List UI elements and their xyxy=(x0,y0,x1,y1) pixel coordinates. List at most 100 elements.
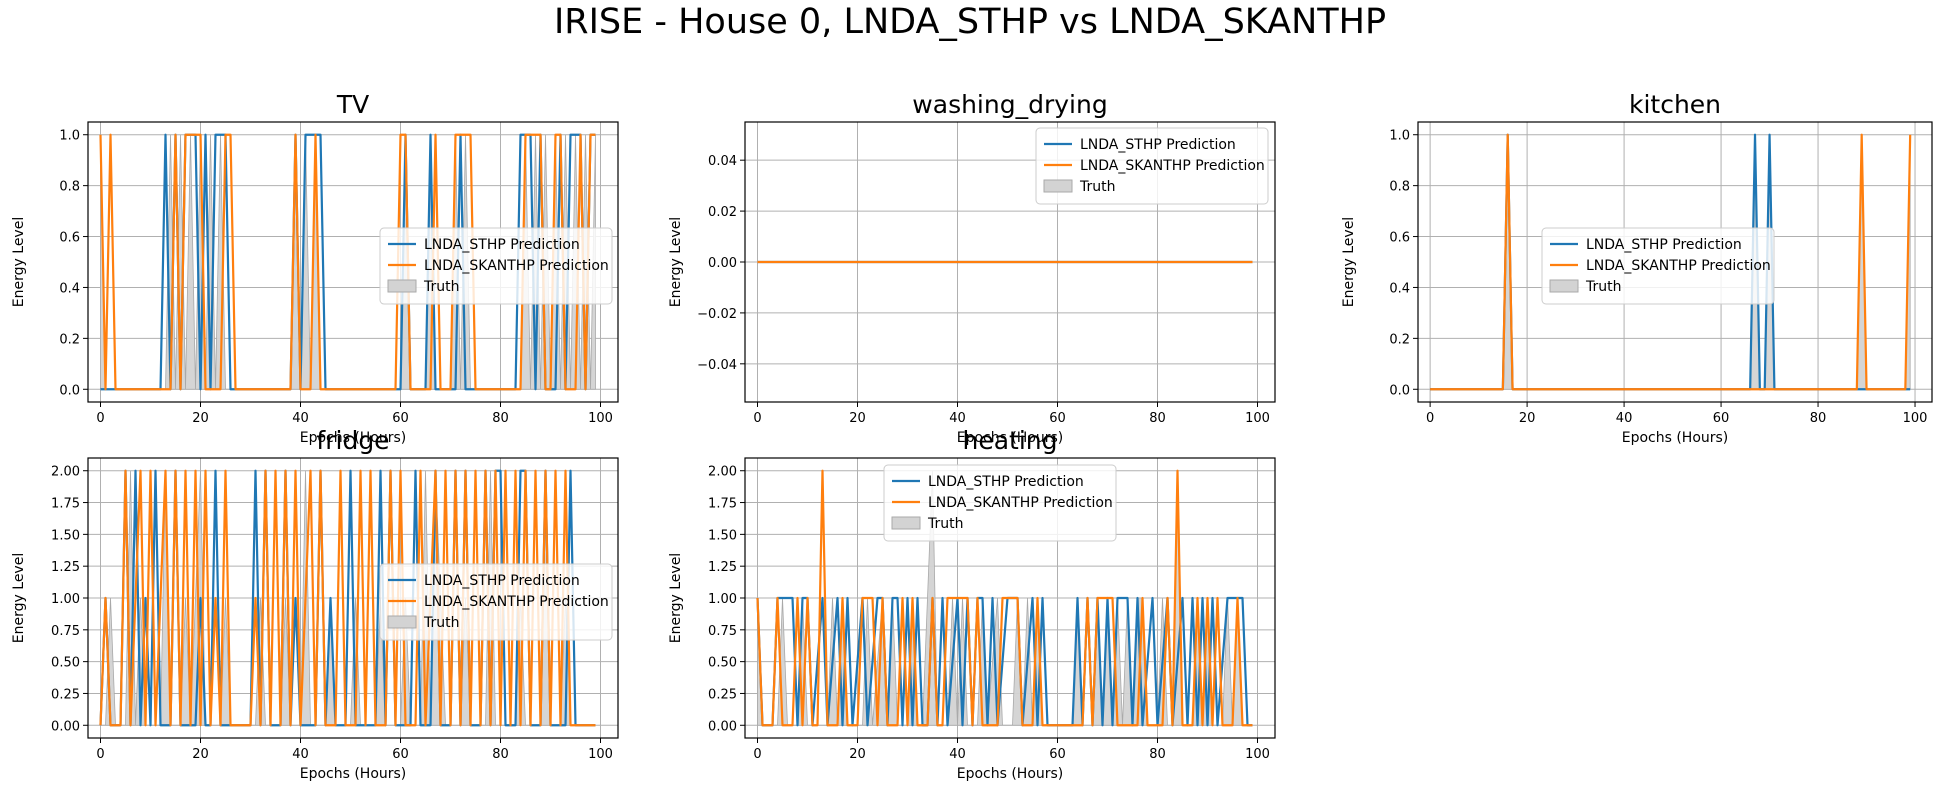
chart-2-title: washing_drying xyxy=(912,90,1107,119)
chart-3-skanthp-line xyxy=(1430,133,1912,391)
chart-3-x-tick-label: 80 xyxy=(1810,411,1827,426)
chart-2-axes: 0 20 40 60 80 100 −0.04 −0.02 0.00 0.02 0.04 Epochs… xyxy=(668,90,1276,446)
chart-3-x-tick-label: 0 xyxy=(1426,411,1434,426)
chart-4-y-tick-label: 2.00 xyxy=(51,465,80,480)
chart-5-x-tick-label: 0 xyxy=(753,747,761,762)
chart-4-x-tick-label: 100 xyxy=(588,747,613,762)
chart-2-legend: LNDA_STHP Prediction LNDA_SKANTHP Predict… xyxy=(1035,127,1269,205)
chart-5-x-tick-label: 60 xyxy=(1049,747,1066,762)
chart-1-legend: LNDA_STHP Prediction LNDA_SKANTHP Predict… xyxy=(379,227,613,305)
chart-3-legend-label: LNDA_SKANTHP Prediction xyxy=(1586,258,1771,274)
chart-3-y-axis-label: Energy Level xyxy=(1341,217,1357,307)
chart-5-x-tick-label: 80 xyxy=(1149,747,1166,762)
chart-5-axes: 0 20 40 60 80 100 0.00 0.25 0.50 0.75 1.00 1.25 1.50… xyxy=(668,426,1276,782)
chart-3-y-tick-label: 0.4 xyxy=(1389,281,1410,296)
chart-4-y-tick-label: 0.25 xyxy=(51,687,80,702)
chart-1-y-tick-label: 0.6 xyxy=(59,231,80,246)
chart-1-legend-label: Truth xyxy=(423,279,460,295)
chart-3-legend-box xyxy=(1541,227,1775,305)
chart-1-x-tick-label: 20 xyxy=(192,411,209,426)
chart-4-x-tick-label: 40 xyxy=(292,747,309,762)
chart-2-x-axis-label: Epochs (Hours) xyxy=(957,430,1064,446)
chart-1-frame xyxy=(87,121,619,403)
chart-4-x-tick-label: 20 xyxy=(192,747,209,762)
chart-5-x-tick-label: 40 xyxy=(949,747,966,762)
chart-4-x-tick-label: 80 xyxy=(492,747,509,762)
chart-4-skanthp-line xyxy=(99,469,596,727)
chart-3-legend: LNDA_STHP Prediction LNDA_SKANTHP Predict… xyxy=(1541,227,1775,305)
chart-4-x-tick-label: 60 xyxy=(392,747,409,762)
chart-4-legend-label: LNDA_SKANTHP Prediction xyxy=(424,594,609,610)
chart-1-y-tick-label: 0.0 xyxy=(59,383,80,398)
chart-1-title: TV xyxy=(336,90,369,119)
chart-2-legend-label: LNDA_SKANTHP Prediction xyxy=(1080,158,1265,174)
chart-2-x-tick-label: 60 xyxy=(1049,411,1066,426)
chart-5-legend-label: LNDA_STHP Prediction xyxy=(928,474,1084,490)
chart-2-legend-label: LNDA_STHP Prediction xyxy=(1080,137,1236,153)
chart-2-y-tick-label: 0.04 xyxy=(708,154,737,169)
chart-3-y-tick-label: 0.6 xyxy=(1389,231,1410,246)
chart-3-y-tick-label: 0.8 xyxy=(1389,180,1410,195)
chart-5-legend: LNDA_STHP Prediction LNDA_SKANTHP Predict… xyxy=(883,464,1117,542)
chart-2-y-tick-label: −0.02 xyxy=(697,307,737,322)
chart-5-legend-label: LNDA_SKANTHP Prediction xyxy=(928,495,1113,511)
chart-1-legend-label: LNDA_STHP Prediction xyxy=(424,237,580,253)
chart-5-y-tick-label: 1.75 xyxy=(708,497,737,512)
chart-2-x-tick-label: 0 xyxy=(753,411,761,426)
chart-4-legend-label: Truth xyxy=(423,615,460,631)
chart-1-x-tick-label: 100 xyxy=(588,411,613,426)
chart-1-legend-box xyxy=(379,227,613,305)
chart-4-legend-label: LNDA_STHP Prediction xyxy=(424,573,580,589)
chart-1-axes: 0 20 40 60 80 100 0.0 0.2 0.4 0.6 0.8 1.0 Epochs (Ho… xyxy=(11,90,619,446)
chart-1-x-axis-label: Epochs (Hours) xyxy=(300,430,407,446)
chart-3-x-tick-label: 100 xyxy=(1903,411,1928,426)
chart-4-y-axis-label: Energy Level xyxy=(11,553,27,643)
chart-1-x-tick-label: 0 xyxy=(96,411,104,426)
chart-4-legend-box xyxy=(379,563,613,641)
chart-1-legend-truth-swatch xyxy=(387,279,417,293)
chart-5-legend-box xyxy=(883,464,1117,542)
chart-2-y-tick-label: 0.02 xyxy=(708,205,737,220)
chart-5-title: heating xyxy=(962,426,1057,455)
chart-3-y-tick-label: 0.0 xyxy=(1389,383,1410,398)
chart-5-y-tick-label: 0.25 xyxy=(708,687,737,702)
chart-4-axes: 0 20 40 60 80 100 0.00 0.25 0.50 0.75 1.00 1.25 1.50… xyxy=(11,426,619,782)
chart-3-legend-truth-swatch xyxy=(1549,279,1579,293)
chart-5-y-axis-label: Energy Level xyxy=(668,553,684,643)
chart-3-y-tick-label: 0.2 xyxy=(1389,332,1410,347)
chart-3-y-tick-label: 1.0 xyxy=(1389,129,1410,144)
chart-2-x-tick-label: 20 xyxy=(849,411,866,426)
chart-4-y-tick-label: 0.00 xyxy=(51,719,80,734)
chart-5-y-tick-label: 0.00 xyxy=(708,719,737,734)
chart-1-legend-label: LNDA_SKANTHP Prediction xyxy=(424,258,609,274)
chart-2-y-tick-label: −0.04 xyxy=(697,358,737,373)
chart-4-y-tick-label: 1.00 xyxy=(51,592,80,607)
chart-5-y-tick-label: 0.50 xyxy=(708,656,737,671)
chart-4-plot-area xyxy=(99,469,596,727)
chart-4-y-tick-label: 1.50 xyxy=(51,528,80,543)
chart-5-legend-truth-swatch xyxy=(891,516,921,530)
chart-3-title: kitchen xyxy=(1629,90,1721,119)
chart-5-skanthp-line xyxy=(756,469,1253,727)
chart-4-legend: LNDA_STHP Prediction LNDA_SKANTHP Predict… xyxy=(379,563,613,641)
chart-3-x-axis-label: Epochs (Hours) xyxy=(1622,430,1729,446)
chart-3-legend-label: Truth xyxy=(1585,279,1622,295)
chart-5-legend-label: Truth xyxy=(927,516,964,532)
chart-3-legend-label: LNDA_STHP Prediction xyxy=(1586,237,1742,253)
chart-3-x-tick-label: 40 xyxy=(1616,411,1633,426)
chart-5-y-tick-label: 1.00 xyxy=(708,592,737,607)
chart-2-x-tick-label: 80 xyxy=(1149,411,1166,426)
chart-2-x-tick-label: 100 xyxy=(1245,411,1270,426)
chart-2-legend-label: Truth xyxy=(1079,179,1116,195)
chart-4-x-tick-label: 0 xyxy=(96,747,104,762)
chart-3-x-tick-label: 60 xyxy=(1713,411,1730,426)
chart-4-y-tick-label: 1.75 xyxy=(51,497,80,512)
chart-5-y-tick-label: 1.50 xyxy=(708,528,737,543)
chart-4-legend-truth-swatch xyxy=(387,615,417,629)
chart-4-y-tick-label: 0.50 xyxy=(51,656,80,671)
chart-1-y-tick-label: 0.8 xyxy=(59,180,80,195)
chart-2-y-axis-label: Energy Level xyxy=(668,217,684,307)
chart-1-y-tick-label: 1.0 xyxy=(59,129,80,144)
chart-5-y-tick-label: 2.00 xyxy=(708,465,737,480)
